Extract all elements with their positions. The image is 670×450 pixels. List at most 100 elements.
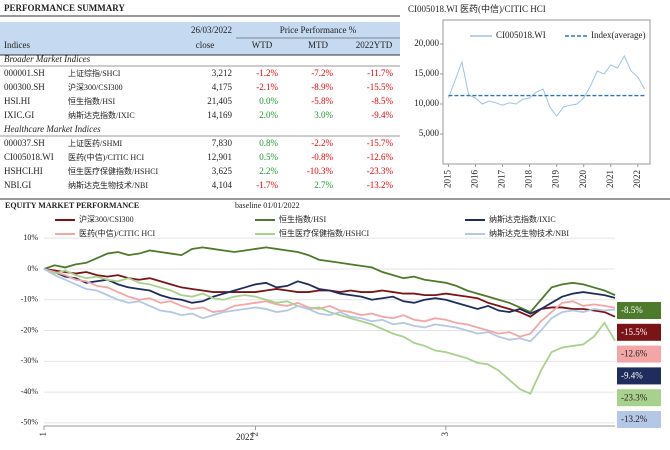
performance: 3.0% [314, 110, 333, 120]
performance: -5.8% [311, 96, 333, 106]
close: 4,104 [212, 180, 233, 190]
chart-subtitle: baseline 01/01/2022 [235, 201, 300, 210]
performance: 0.5% [259, 152, 278, 162]
legend-label: 沪深300/CSI300 [79, 214, 134, 224]
column-header: MTD [308, 40, 329, 50]
close: 3,625 [212, 166, 233, 176]
x-tick-label: 2015 [442, 170, 452, 189]
close: 7,830 [212, 138, 233, 148]
y-tick-label: -50% [21, 418, 39, 427]
index-name: 纳斯达克指数/IXIC [68, 110, 135, 120]
performance: -15.5% [367, 82, 394, 92]
end-label: -15.5% [621, 327, 648, 337]
x-axis-label: 2022 [236, 432, 254, 442]
end-label-box [617, 302, 661, 319]
column-header: 2022YTD [356, 40, 393, 50]
x-tick-label: 2017 [497, 170, 507, 189]
chart-title: CI005018.WI 医药(中信)/CITIC HCI [408, 3, 546, 14]
close: 12,901 [207, 152, 232, 162]
y-tick-label: 0% [27, 264, 38, 273]
close: 3,212 [212, 68, 232, 78]
chart-title: EQUITY MARKET PERFORMANCE [5, 201, 139, 210]
performance: -9.4% [371, 110, 393, 120]
x-tick-label: 2021 [605, 170, 615, 188]
performance: 2.2% [259, 166, 278, 176]
index-code: 000300.SH [4, 82, 45, 92]
x-tick-label: 2016 [470, 170, 480, 189]
performance: -13.2% [367, 180, 394, 190]
legend-label: 纳斯达克指数/IXIC [489, 214, 556, 224]
x-tick-label: 2022 [632, 170, 642, 188]
group-header: Price Performance % [280, 25, 357, 35]
y-tick-label: -40% [21, 387, 39, 396]
end-label: -13.2% [621, 414, 648, 424]
index-name: 上证医药/SHMI [68, 138, 123, 148]
date: 26/03/2022 [191, 25, 232, 35]
end-label-box [617, 345, 661, 363]
x-tick-label: 3 [440, 432, 450, 437]
performance: 2.7% [314, 180, 333, 190]
y-tick-label: -20% [21, 325, 39, 334]
performance: -7.2% [311, 68, 333, 78]
y-tick-label: 15,000 [414, 68, 439, 78]
legend-label: 恒生医疗保健指数/HSHCI [279, 228, 370, 238]
index-code: IXIC.GI [4, 110, 34, 120]
column-header: Indices [4, 40, 30, 50]
y-tick-label: 10% [23, 233, 38, 242]
performance: 2.0% [259, 110, 278, 120]
end-label: -23.3% [621, 392, 648, 402]
x-tick-label: 2019 [551, 170, 561, 189]
index-name: 纳斯达克生物技术/NBI [68, 180, 148, 190]
y-tick-label: 20,000 [414, 38, 439, 48]
line [43, 268, 616, 315]
table-title: PERFORMANCE SUMMARY [4, 3, 125, 13]
performance: -1.2% [256, 68, 278, 78]
index-name: 上证综指/SHCI [68, 68, 121, 78]
line [43, 246, 616, 314]
line [43, 268, 616, 343]
index-code: 000001.SH [4, 68, 45, 78]
y-tick-label: 10,000 [414, 98, 439, 108]
close: 14,169 [207, 110, 232, 120]
section-title: Healthcare Market Indices [3, 124, 101, 134]
performance: -11.7% [367, 68, 393, 78]
index-code: CI005018.WI [4, 152, 54, 162]
performance: -10.3% [307, 166, 334, 176]
x-tick-label: 2 [250, 432, 260, 437]
legend-label: Index(average) [591, 30, 645, 40]
plot-frame [442, 19, 651, 165]
table-header-bg [0, 22, 400, 55]
index-name: 恒生指数/HSI [68, 96, 115, 106]
end-label: -9.4% [621, 370, 643, 380]
performance: -1.7% [256, 180, 278, 190]
legend-label: 纳斯达克生物技术/NBI [489, 228, 569, 238]
x-tick-label: 1 [38, 432, 48, 437]
performance: -8.9% [311, 82, 333, 92]
index-code: HSHCI.HI [4, 166, 43, 176]
performance: -2.1% [256, 82, 278, 92]
legend-label: 恒生指数/HSI [279, 214, 326, 224]
close: 21,405 [207, 96, 232, 106]
line [43, 268, 616, 395]
performance: -8.5% [371, 96, 393, 106]
x-tick-label: 2018 [524, 170, 534, 189]
index-name: 沪深300/CSI300 [68, 82, 123, 92]
performance: -0.8% [311, 152, 333, 162]
y-tick-label: -10% [21, 295, 39, 304]
end-label: -12.6% [621, 349, 648, 359]
column-header: close [196, 40, 215, 50]
x-tick-label: 2020 [578, 170, 588, 189]
performance: -23.3% [367, 166, 394, 176]
index-code: NBI.GI [4, 180, 31, 190]
performance: -15.7% [367, 138, 394, 148]
legend-label: 医药(中信)/CITIC HCI [79, 228, 156, 238]
line [43, 268, 616, 318]
performance: -2.2% [311, 138, 333, 148]
end-label-box [617, 323, 661, 341]
legend-label: CI005018.WI [496, 30, 546, 40]
index-name: 恒生医疗保健指数/HSHCI [68, 166, 159, 176]
index-code: HSI.HI [4, 96, 30, 106]
y-tick-label: -30% [21, 356, 39, 365]
